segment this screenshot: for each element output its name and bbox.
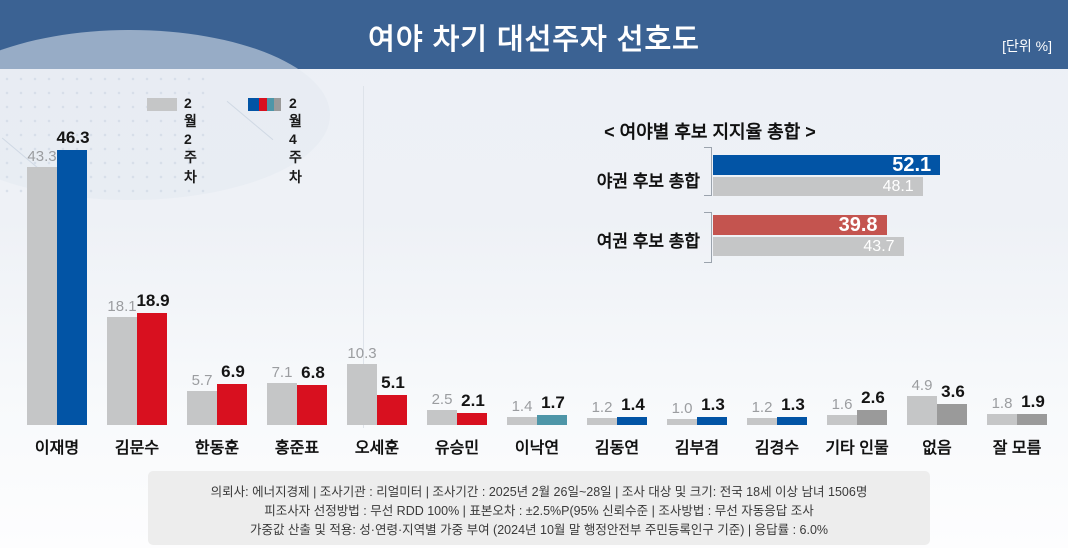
inset-axis-bracket-top xyxy=(704,147,712,196)
category-label-2: 한동훈 xyxy=(194,440,240,457)
bar-week2-5 xyxy=(427,410,457,425)
legend-label-week4: 2월 4주차 xyxy=(289,95,302,185)
bar-week4-8 xyxy=(697,417,727,425)
value-week4-4: 5.1 xyxy=(381,372,405,392)
bar-week4-3 xyxy=(297,384,327,425)
background-divider-line xyxy=(363,86,364,428)
inset-bar-week2-1 xyxy=(713,237,904,256)
value-week2-5: 2.5 xyxy=(431,391,453,409)
bar-week2-3 xyxy=(267,382,297,425)
legend-swatch-week4 xyxy=(248,98,281,111)
methodology-line-2: 피조사자 선정방법 : 무선 RDD 100% | 표본오차 : ±2.5%P(… xyxy=(264,504,814,518)
legend-swatch-gray-segment xyxy=(274,98,281,111)
value-week4-5: 2.1 xyxy=(461,390,485,410)
legend-swatch-week2 xyxy=(147,98,177,111)
value-week2-2: 5.7 xyxy=(191,372,213,390)
category-label-1: 김문수 xyxy=(114,440,160,457)
category-label-7: 김동연 xyxy=(594,440,640,457)
survey-methodology-box: 의뢰사: 에너지경제 | 조사기관 : 리얼미터 | 조사기간 : 2025년 … xyxy=(148,471,930,545)
bar-week4-10 xyxy=(857,409,887,425)
unit-label: [단위 %] xyxy=(1002,38,1052,54)
value-week2-12: 1.8 xyxy=(991,395,1013,413)
bar-week2-12 xyxy=(987,414,1017,425)
value-week4-6: 1.7 xyxy=(541,392,565,412)
inset-value-week4-1: 39.8 xyxy=(838,214,878,236)
inset-value-week2-1: 43.7 xyxy=(863,238,895,255)
value-week4-11: 3.6 xyxy=(941,381,965,401)
value-week2-8: 1.0 xyxy=(671,400,693,418)
value-week4-3: 6.8 xyxy=(301,362,325,382)
legend-label-week2: 2월 2주차 xyxy=(184,95,197,185)
bar-week4-1 xyxy=(137,312,167,425)
category-label-6: 이낙연 xyxy=(514,440,560,457)
bar-week2-11 xyxy=(907,395,937,425)
bar-week2-9 xyxy=(747,417,777,425)
bar-week4-6 xyxy=(537,414,567,425)
inset-bar-week2-0 xyxy=(713,177,923,196)
category-label-0: 이재명 xyxy=(34,440,80,457)
category-label-5: 유승민 xyxy=(434,440,480,457)
category-label-4: 오세훈 xyxy=(354,440,400,457)
page-title: 여야 차기 대선주자 선호도 xyxy=(368,24,700,56)
value-week4-0: 46.3 xyxy=(56,127,90,147)
inset-value-week4-0: 52.1 xyxy=(892,154,932,176)
value-week2-0: 43.3 xyxy=(27,148,57,166)
value-week2-6: 1.4 xyxy=(511,397,533,415)
bar-week2-6 xyxy=(507,416,537,425)
legend-swatch-red-segment xyxy=(259,98,267,111)
category-label-3: 홍준표 xyxy=(274,440,320,457)
category-label-10: 기타 인물 xyxy=(825,440,889,457)
inset-row-label-1: 여권 후보 총합 xyxy=(596,232,700,251)
value-week2-1: 18.1 xyxy=(107,298,137,316)
value-week4-2: 6.9 xyxy=(221,361,245,381)
value-week4-9: 1.3 xyxy=(781,395,805,415)
bar-week2-8 xyxy=(667,419,697,425)
bar-week4-7 xyxy=(617,416,647,425)
bar-week2-2 xyxy=(187,391,217,425)
bar-week4-4 xyxy=(377,394,407,425)
category-label-12: 잘 모름 xyxy=(992,440,1042,457)
bar-week2-7 xyxy=(587,417,617,425)
inset-chart-title: < 여야별 후보 지지율 총합 > xyxy=(604,122,816,142)
value-week4-10: 2.6 xyxy=(861,387,885,407)
bar-week4-12 xyxy=(1017,413,1047,425)
value-week2-9: 1.2 xyxy=(751,398,773,416)
value-week2-3: 7.1 xyxy=(271,363,293,381)
inset-bar-week4-0 xyxy=(713,155,941,175)
value-week2-11: 4.9 xyxy=(911,376,933,394)
legend-swatch-blue-segment xyxy=(248,98,259,111)
value-week2-4: 10.3 xyxy=(347,344,377,362)
methodology-line-1: 의뢰사: 에너지경제 | 조사기관 : 리얼미터 | 조사기간 : 2025년 … xyxy=(210,485,868,499)
bar-week4-0 xyxy=(57,149,87,425)
category-label-8: 김부겸 xyxy=(674,440,720,457)
bar-week4-5 xyxy=(457,412,487,425)
methodology-line-3: 가중값 산출 및 적용: 성·연령·지역별 가중 부여 (2024년 10월 말… xyxy=(249,523,829,537)
bar-week4-11 xyxy=(937,403,967,425)
value-week4-12: 1.9 xyxy=(1021,391,1045,411)
inset-bar-week4-1 xyxy=(713,215,887,235)
inset-axis-bracket-bottom xyxy=(704,212,712,263)
inset-value-week2-0: 48.1 xyxy=(882,178,914,195)
bar-week2-4 xyxy=(347,363,377,425)
inset-row-label-0: 야권 후보 총합 xyxy=(596,172,700,191)
value-week2-10: 1.6 xyxy=(831,396,853,414)
category-label-9: 김경수 xyxy=(754,440,800,457)
value-week4-1: 18.9 xyxy=(136,290,170,310)
bar-week2-1 xyxy=(107,317,137,425)
value-week4-7: 1.4 xyxy=(621,394,645,414)
value-week4-8: 1.3 xyxy=(701,395,725,415)
legend-swatch-teal-segment xyxy=(267,98,274,111)
bar-week4-2 xyxy=(217,383,247,425)
bar-week4-9 xyxy=(777,417,807,425)
category-label-11: 없음 xyxy=(922,440,952,457)
bar-week2-0 xyxy=(27,167,57,425)
value-week2-7: 1.2 xyxy=(591,398,613,416)
bar-week2-10 xyxy=(827,415,857,425)
